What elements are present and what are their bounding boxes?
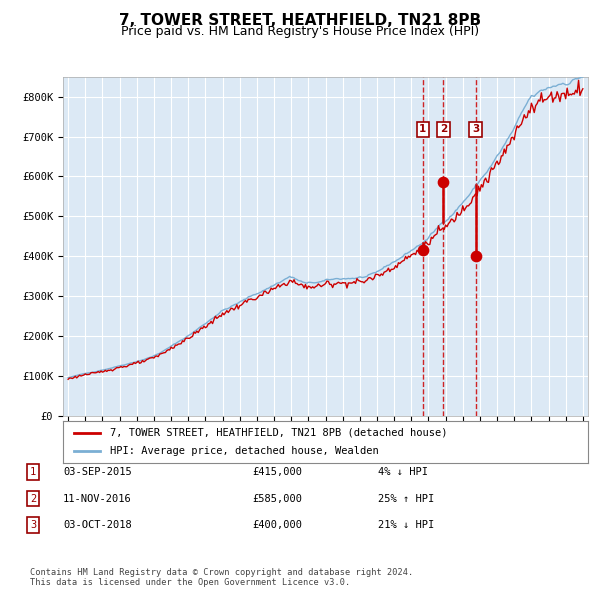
Text: £415,000: £415,000 <box>252 467 302 477</box>
Text: Contains HM Land Registry data © Crown copyright and database right 2024.
This d: Contains HM Land Registry data © Crown c… <box>30 568 413 587</box>
Text: £400,000: £400,000 <box>252 520 302 530</box>
Text: Price paid vs. HM Land Registry's House Price Index (HPI): Price paid vs. HM Land Registry's House … <box>121 25 479 38</box>
Text: 7, TOWER STREET, HEATHFIELD, TN21 8PB: 7, TOWER STREET, HEATHFIELD, TN21 8PB <box>119 13 481 28</box>
Text: 03-OCT-2018: 03-OCT-2018 <box>63 520 132 530</box>
Text: 2: 2 <box>440 124 447 135</box>
Text: 03-SEP-2015: 03-SEP-2015 <box>63 467 132 477</box>
Point <box>471 251 481 261</box>
Text: 25% ↑ HPI: 25% ↑ HPI <box>378 494 434 503</box>
Text: 3: 3 <box>30 520 36 530</box>
Point <box>418 245 428 255</box>
Text: 7, TOWER STREET, HEATHFIELD, TN21 8PB (detached house): 7, TOWER STREET, HEATHFIELD, TN21 8PB (d… <box>110 428 448 438</box>
Text: 3: 3 <box>472 124 479 135</box>
Point <box>439 178 448 187</box>
Text: HPI: Average price, detached house, Wealden: HPI: Average price, detached house, Weal… <box>110 446 379 456</box>
Text: 1: 1 <box>30 467 36 477</box>
Text: £585,000: £585,000 <box>252 494 302 503</box>
Text: 2: 2 <box>30 494 36 503</box>
Text: 21% ↓ HPI: 21% ↓ HPI <box>378 520 434 530</box>
Text: 1: 1 <box>419 124 427 135</box>
Text: 4% ↓ HPI: 4% ↓ HPI <box>378 467 428 477</box>
Text: 11-NOV-2016: 11-NOV-2016 <box>63 494 132 503</box>
